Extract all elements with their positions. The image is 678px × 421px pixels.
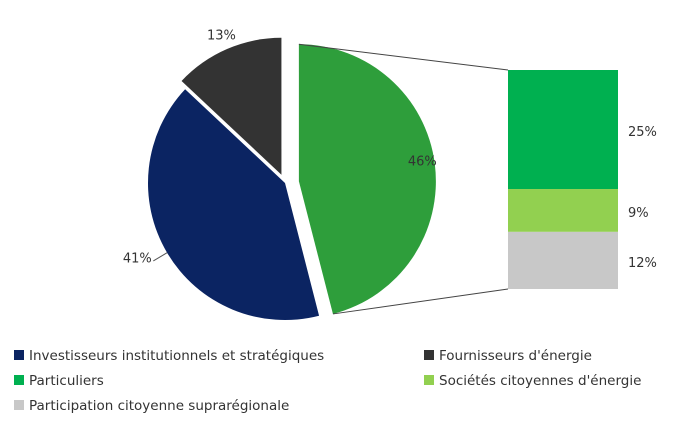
connector: [298, 43, 509, 71]
data-label: 46%: [408, 155, 437, 170]
bar-segment: [508, 189, 618, 232]
legend-swatch: [14, 400, 24, 410]
data-label: 41%: [123, 251, 152, 266]
legend-label: Fournisseurs d'énergie: [439, 348, 592, 364]
data-label: 25%: [628, 125, 657, 140]
connector: [332, 288, 509, 315]
leader-line: [153, 252, 168, 262]
legend-label: Participation citoyenne suprarégionale: [29, 398, 289, 414]
legend-label: Investisseurs institutionnels et stratég…: [29, 348, 324, 364]
bar-segment: [508, 70, 618, 190]
bar-segment: [508, 231, 618, 289]
legend-swatch: [424, 350, 434, 360]
data-label: 12%: [628, 256, 657, 271]
data-label: 9%: [628, 206, 649, 221]
pie-slice: [148, 89, 320, 321]
data-label: 13%: [207, 29, 236, 44]
legend-label: Sociétés citoyennes d'énergie: [439, 373, 641, 389]
legend-swatch: [424, 375, 434, 385]
pie-slice: [181, 37, 282, 175]
legend-label: Particuliers: [29, 373, 104, 389]
legend-swatch: [14, 375, 24, 385]
pie-slice: [298, 44, 436, 314]
legend-swatch: [14, 350, 24, 360]
